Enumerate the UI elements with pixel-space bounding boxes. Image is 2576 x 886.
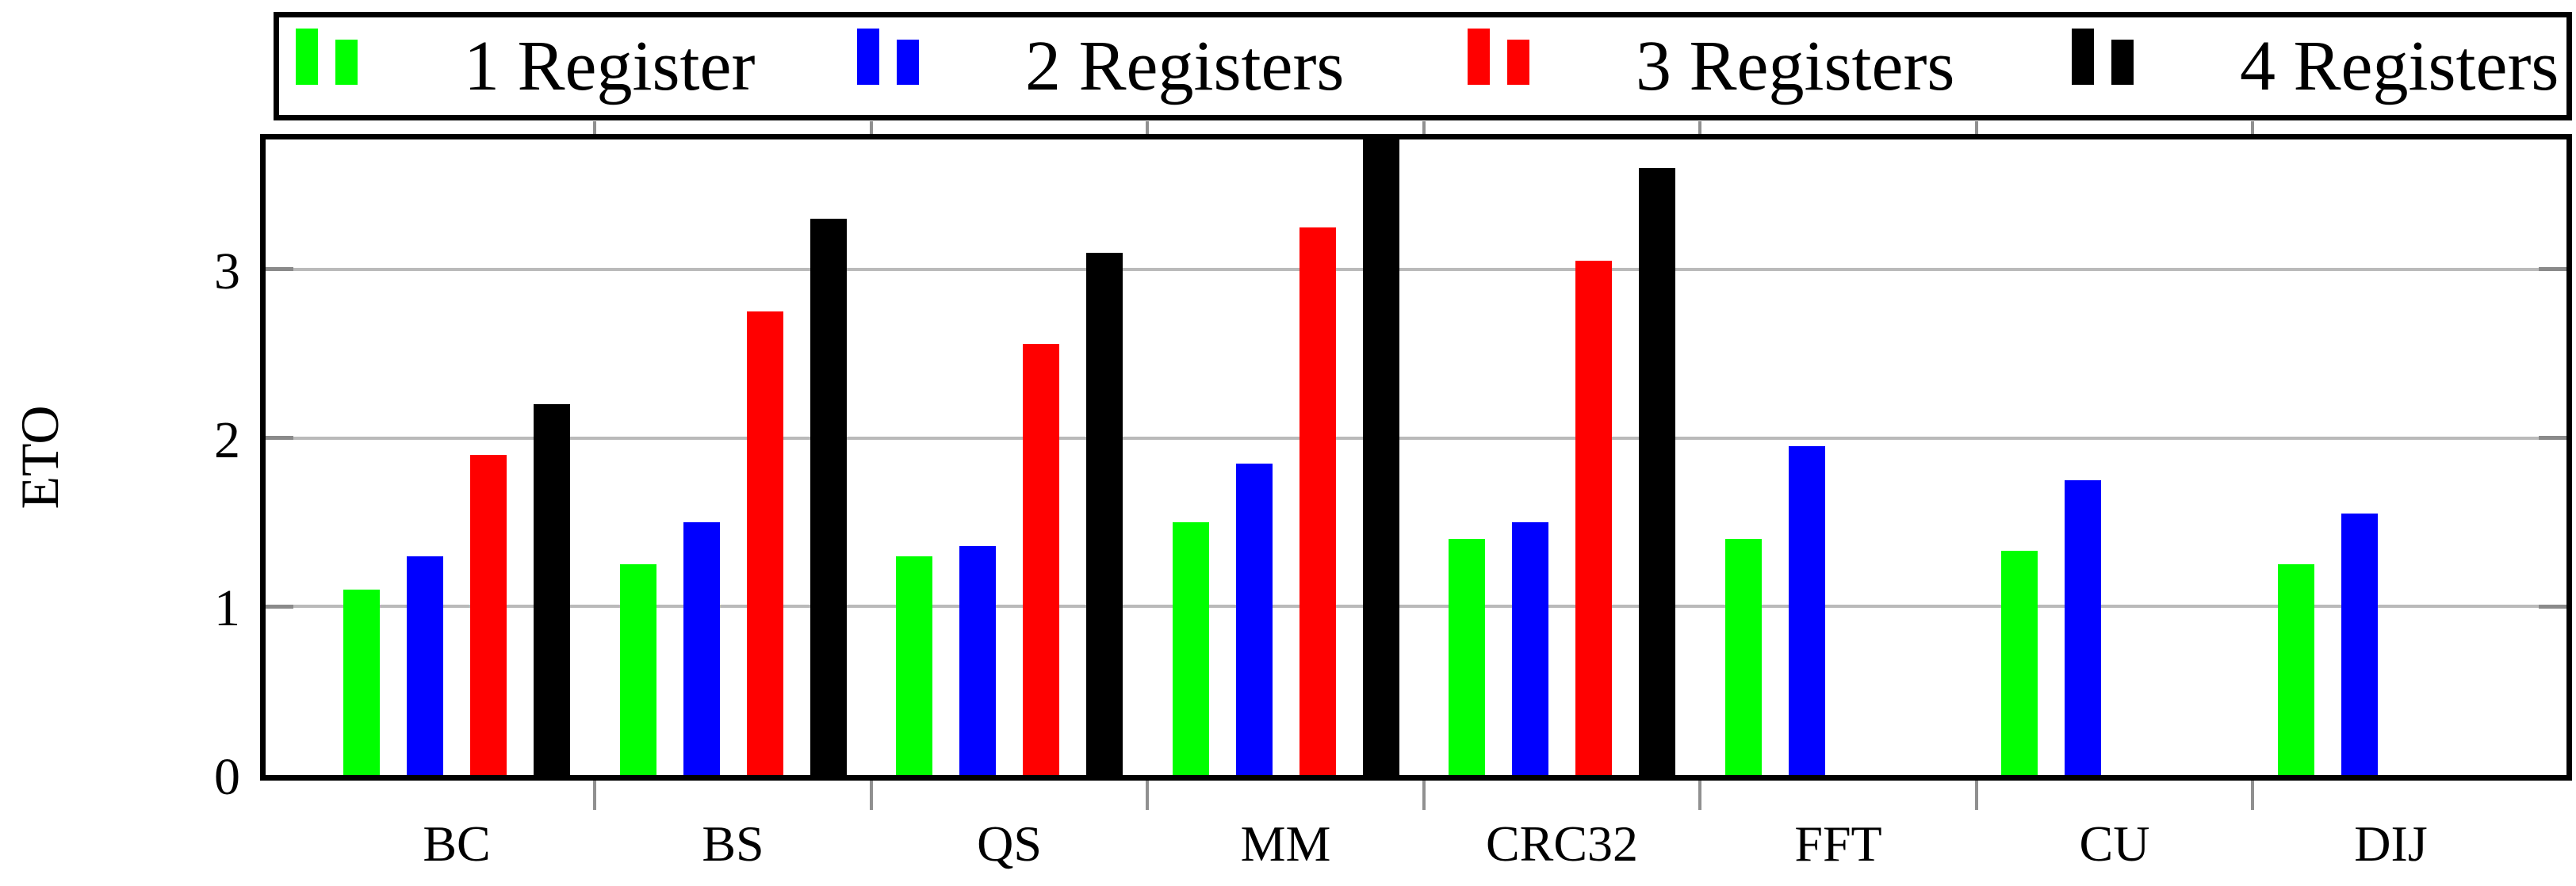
x-category-label-BS: BS [702,815,764,872]
legend-label: 1 Register [464,26,756,105]
legend-label: 2 Registers [1025,26,1345,105]
gridline-y1 [266,605,2566,609]
y-tick-label-1: 1 [214,579,240,638]
y-tick-left-1 [266,604,293,609]
bar-BC-1reg [343,590,380,775]
bar-BC-4reg [534,404,570,775]
bar-CRC32-1reg [1449,539,1485,775]
x-category-label-FFT: FFT [1794,815,1882,872]
chart-legend: 1 Register 2 Registers 3 Registers 4 Regist… [274,12,2572,120]
legend-bars-icon [2072,29,2134,85]
bar-MM-4reg [1362,139,1399,775]
x-tick-bottom-1 [593,781,597,810]
bar-QS-4reg [1086,252,1123,775]
bar-BC-2reg [407,556,443,775]
bar-QS-2reg [959,545,996,775]
legend-item-1-register: 1 Register [296,17,755,115]
legend-bar-tall [2072,29,2094,85]
legend-bars-icon [296,29,358,85]
x-category-label-QS: QS [977,815,1042,872]
bar-BS-4reg [810,219,847,775]
legend-bar-short [897,40,919,85]
x-tick-top-2 [869,121,873,134]
bar-CRC32-4reg [1639,168,1675,775]
x-tick-top-5 [1698,121,1702,134]
bar-QS-1reg [896,556,932,775]
legend-bar-tall [857,29,879,85]
x-tick-bottom-4 [1422,781,1426,810]
x-tick-bottom-2 [869,781,873,810]
bar-QS-3reg [1023,343,1059,775]
x-category-label-BC: BC [423,815,491,872]
legend-bar-short [335,40,358,85]
x-category-label-DIJ: DIJ [2354,815,2428,872]
x-tick-bottom-5 [1698,781,1702,810]
bar-DIJ-2reg [2341,514,2378,775]
bar-FFT-1reg [1724,539,1762,775]
gridline-y2 [266,436,2566,440]
bar-MM-3reg [1299,227,1336,775]
legend-bar-short [1507,40,1529,85]
bar-CU-1reg [2001,551,2038,775]
y-tick-right-3 [2539,267,2566,272]
y-tick-label-0: 0 [214,748,240,806]
legend-item-4-register: 4 Registers [2072,17,2559,115]
y-tick-right-1 [2539,604,2566,609]
legend-label: 3 Registers [1636,26,1955,105]
x-tick-bottom-3 [1146,781,1150,810]
bar-BS-1reg [619,564,656,775]
x-tick-bottom-6 [1974,781,1978,810]
x-tick-top-1 [593,121,597,134]
legend-item-2-register: 2 Registers [857,17,1344,115]
x-category-label-MM: MM [1240,815,1331,872]
plot-area [266,139,2566,775]
bar-MM-2reg [1235,463,1273,775]
x-tick-top-4 [1422,121,1426,134]
legend-bar-short [2111,40,2134,85]
gridline-y3 [266,267,2566,271]
legend-bars-icon [857,29,919,85]
bar-FFT-2reg [1788,446,1825,775]
y-tick-left-2 [266,436,293,441]
x-tick-top-6 [1974,121,1978,134]
x-tick-bottom-7 [2251,781,2255,810]
legend-bars-icon [1468,29,1529,85]
legend-label: 4 Registers [2240,26,2559,105]
bar-CRC32-3reg [1575,261,1612,775]
bar-CU-2reg [2065,479,2101,775]
bar-BS-3reg [746,311,783,775]
y-tick-label-2: 2 [214,411,240,469]
legend-bar-tall [296,29,318,85]
x-tick-top-7 [2251,121,2255,134]
y-tick-label-3: 3 [214,242,240,300]
y-tick-left-3 [266,267,293,272]
bar-DIJ-1reg [2277,564,2314,775]
legend-bar-tall [1468,29,1490,85]
bar-CRC32-2reg [1512,522,1548,775]
x-tick-top-3 [1146,121,1150,134]
y-tick-right-2 [2539,436,2566,441]
x-category-label-CRC32: CRC32 [1485,815,1639,872]
bar-MM-1reg [1172,522,1209,775]
bar-BC-3reg [470,454,507,775]
x-category-label-CU: CU [2079,815,2150,872]
legend-item-3-register: 3 Registers [1468,17,1954,115]
y-axis-title: ETO [10,405,70,510]
bar-BS-2reg [683,522,720,775]
